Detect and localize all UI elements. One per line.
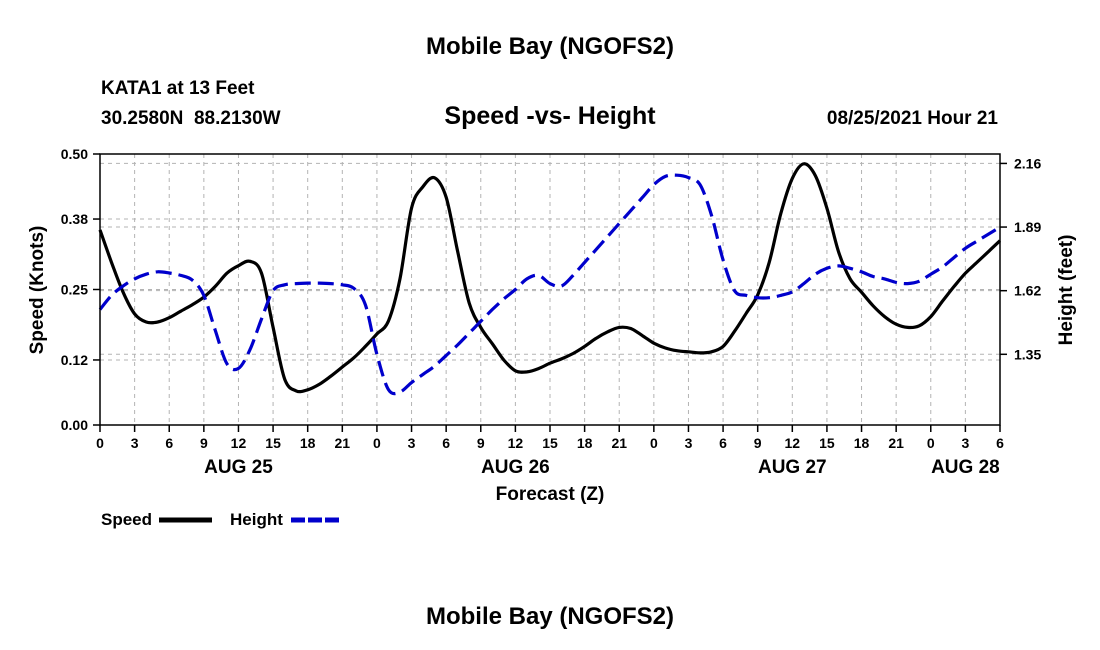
y-tick-label: 0.50 <box>61 146 88 162</box>
y-axis-title: Speed (Knots) <box>27 226 48 355</box>
x-tick-label: 0 <box>927 435 935 451</box>
station-label: KATA1 at 13 Feet <box>101 78 255 99</box>
date-label: AUG 28 <box>931 457 1000 478</box>
date-label: AUG 25 <box>204 457 273 478</box>
y2-tick-label: 2.16 <box>1014 155 1041 171</box>
x-tick-label: 9 <box>200 435 208 451</box>
series-lines <box>98 162 1002 396</box>
x-tick-label: 0 <box>373 435 381 451</box>
bottom-title: Mobile Bay (NGOFS2) <box>426 603 674 630</box>
datetime-label: 08/25/2021 Hour 21 <box>827 108 999 129</box>
y-tick-label: 0.38 <box>61 211 88 227</box>
x-tick-label: 3 <box>408 435 416 451</box>
x-tick-label: 18 <box>577 435 593 451</box>
x-tick-label: 6 <box>165 435 173 451</box>
x-tick-label: 3 <box>961 435 969 451</box>
x-tick-label: 15 <box>542 435 558 451</box>
y2-tick-label: 1.62 <box>1014 283 1041 299</box>
x-tick-label: 3 <box>685 435 693 451</box>
series-line-height <box>98 173 1001 396</box>
x-tick-label: 21 <box>335 435 351 451</box>
coords-label: 30.2580N 88.2130W <box>101 108 281 129</box>
legend-label-speed: Speed <box>101 510 152 529</box>
x-tick-label: 15 <box>265 435 281 451</box>
x-tick-label: 3 <box>131 435 139 451</box>
top-title: Mobile Bay (NGOFS2) <box>426 33 674 60</box>
y2-tick-label: 1.35 <box>1014 346 1041 362</box>
x-tick-label: 9 <box>477 435 485 451</box>
x-tick-label: 12 <box>508 435 524 451</box>
y-tick-label: 0.25 <box>61 282 88 298</box>
x-tick-label: 21 <box>611 435 627 451</box>
axis-ticks: 0 3 6 9 12 15 18 21 0 3 6 9 12 15 18 21 0 3 6 9 12 15 18 21 0 3 6 0… <box>61 146 1042 478</box>
y2-axis-title: Height (feet) <box>1056 235 1077 346</box>
y-tick-label: 0.12 <box>61 352 88 368</box>
grid-lines <box>100 154 1000 425</box>
y2-tick-label: 1.89 <box>1014 219 1041 235</box>
x-tick-label: 6 <box>442 435 450 451</box>
legend: Speed Height <box>101 510 342 529</box>
x-tick-label: 15 <box>819 435 835 451</box>
x-tick-label: 9 <box>754 435 762 451</box>
x-tick-label: 6 <box>996 435 1004 451</box>
x-tick-label: 12 <box>785 435 801 451</box>
x-tick-label: 6 <box>719 435 727 451</box>
x-tick-label: 18 <box>300 435 316 451</box>
x-tick-label: 18 <box>854 435 870 451</box>
series-line-speed <box>98 162 1002 394</box>
date-label: AUG 27 <box>758 457 827 478</box>
x-tick-label: 12 <box>231 435 247 451</box>
legend-label-height: Height <box>230 510 283 529</box>
y-tick-label: 0.00 <box>61 417 88 433</box>
x-axis-title: Forecast (Z) <box>496 484 605 505</box>
date-label: AUG 26 <box>481 457 550 478</box>
chart-subtitle: Speed -vs- Height <box>444 102 656 130</box>
x-tick-label: 0 <box>650 435 658 451</box>
x-tick-label: 0 <box>96 435 104 451</box>
x-tick-label: 21 <box>888 435 904 451</box>
